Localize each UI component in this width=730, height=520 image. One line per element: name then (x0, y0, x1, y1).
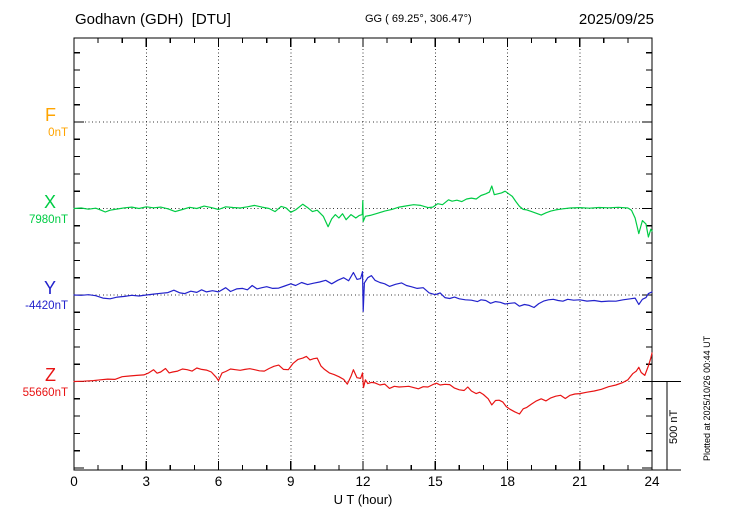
x-axis-title: U T (hour) (333, 492, 393, 507)
plot-date: 2025/09/25 (578, 11, 654, 28)
x-tick-label-18: 18 (499, 474, 516, 489)
plotted-at-note: Plotted at 2025/10/26 00:44 UT (702, 335, 712, 461)
x-tick-label-0: 0 (70, 474, 78, 489)
x-tick-label-12: 12 (355, 474, 371, 489)
x-axis-tick-labels: 0 3 6 9 12 15 18 21 24 (0, 474, 730, 492)
channel-letter-z: Z (45, 364, 56, 385)
channel-letter-f: F (45, 105, 56, 125)
channel-letter-y: Y (43, 278, 56, 298)
x-tick-label-3: 3 (142, 474, 151, 489)
channel-baseline-x: 7980nT (28, 213, 68, 226)
gg-coordinates: GG ( 69.25°, 306.47°) (365, 13, 472, 25)
trace-z (73, 352, 653, 415)
scale-bar-label: 500 nT (668, 409, 680, 444)
channel-baseline-y: -4420nT (25, 300, 68, 312)
channel-baseline-f: 0nT (48, 127, 68, 139)
x-tick-label-24: 24 (644, 474, 660, 489)
x-tick-label-21: 21 (572, 474, 588, 489)
x-tick-label-6: 6 (214, 474, 223, 489)
trace-x (73, 185, 653, 238)
channel-letter-x: X (43, 191, 56, 212)
trace-y (73, 271, 653, 312)
x-tick-label-15: 15 (427, 474, 443, 489)
channel-baseline-z: 55660nT (22, 386, 68, 399)
channel-labels-gutter: F 0nT X 7980nT Y -4420nT Z 55660nT (0, 0, 68, 520)
station-title: Godhavn (GDH) [DTU] (75, 11, 231, 28)
x-tick-label-9: 9 (286, 474, 295, 489)
